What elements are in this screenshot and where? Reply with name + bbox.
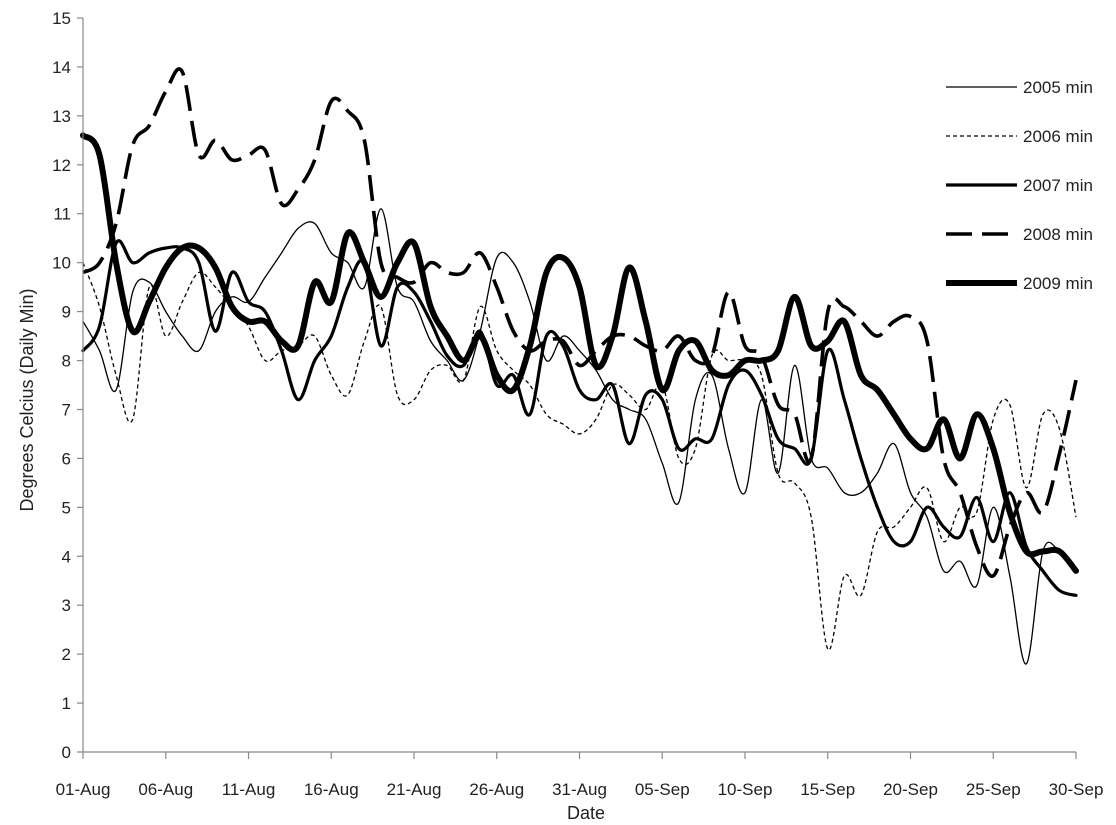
y-tick-label: 11 — [53, 205, 71, 224]
y-tick-label: 8 — [62, 352, 71, 371]
x-tick-label: 01-Aug — [56, 780, 111, 799]
x-tick-label: 31-Aug — [552, 780, 607, 799]
y-tick-label: 2 — [62, 645, 71, 664]
y-tick-label: 9 — [62, 303, 71, 322]
x-tick-label: 26-Aug — [469, 780, 524, 799]
x-tick-label: 20-Sep — [883, 780, 938, 799]
y-tick-label: 4 — [62, 547, 71, 566]
x-tick-label: 25-Sep — [966, 780, 1021, 799]
legend-label: 2005 min — [1023, 78, 1093, 97]
x-axis-title: Date — [567, 803, 605, 823]
x-tick-label: 11-Aug — [222, 780, 276, 799]
axes — [82, 18, 1076, 753]
y-tick-label: 5 — [62, 498, 71, 517]
y-tick-label: 13 — [52, 107, 71, 126]
series-line-2006-min — [82, 262, 1077, 651]
legend-label: 2009 min — [1023, 274, 1093, 293]
legend-label: 2006 min — [1023, 127, 1093, 146]
series-line-2005-min — [82, 208, 1077, 665]
x-tick-label: 06-Aug — [138, 780, 193, 799]
y-tick-label: 0 — [62, 743, 71, 762]
x-tick-label: 30-Sep — [1049, 780, 1104, 799]
y-tick-label: 12 — [52, 156, 71, 175]
series-line-2008-min — [82, 67, 1078, 578]
x-tick-label: 21-Aug — [387, 780, 442, 799]
legend: 2005 min 2006 min 2007 min 2008 min 2009 min — [946, 78, 1093, 293]
y-tick-label: 6 — [62, 449, 71, 468]
x-tick-label: 10-Sep — [718, 780, 773, 799]
y-tick-label: 10 — [52, 254, 71, 273]
y-tick-label: 14 — [52, 58, 71, 77]
y-tick-label: 1 — [62, 694, 71, 713]
y-axis-title: Degrees Celcius (Daily Min) — [17, 288, 37, 511]
x-tick-label: 05-Sep — [635, 780, 690, 799]
x-tick-label: 15-Sep — [800, 780, 855, 799]
legend-label: 2008 min — [1023, 225, 1093, 244]
x-axis-ticks: 01-Aug 06-Aug 11-Aug 16-Aug 21-Aug 26-Aug 31-A… — [56, 752, 1104, 799]
series-line-2009-min — [80, 132, 1079, 574]
series-line-2007-min — [81, 239, 1078, 597]
y-tick-label: 3 — [62, 596, 71, 615]
y-tick-label: 15 — [52, 9, 71, 28]
plot-area — [80, 67, 1079, 665]
y-tick-label: 7 — [62, 400, 71, 419]
x-tick-label: 16-Aug — [304, 780, 359, 799]
legend-label: 2007 min — [1023, 176, 1093, 195]
